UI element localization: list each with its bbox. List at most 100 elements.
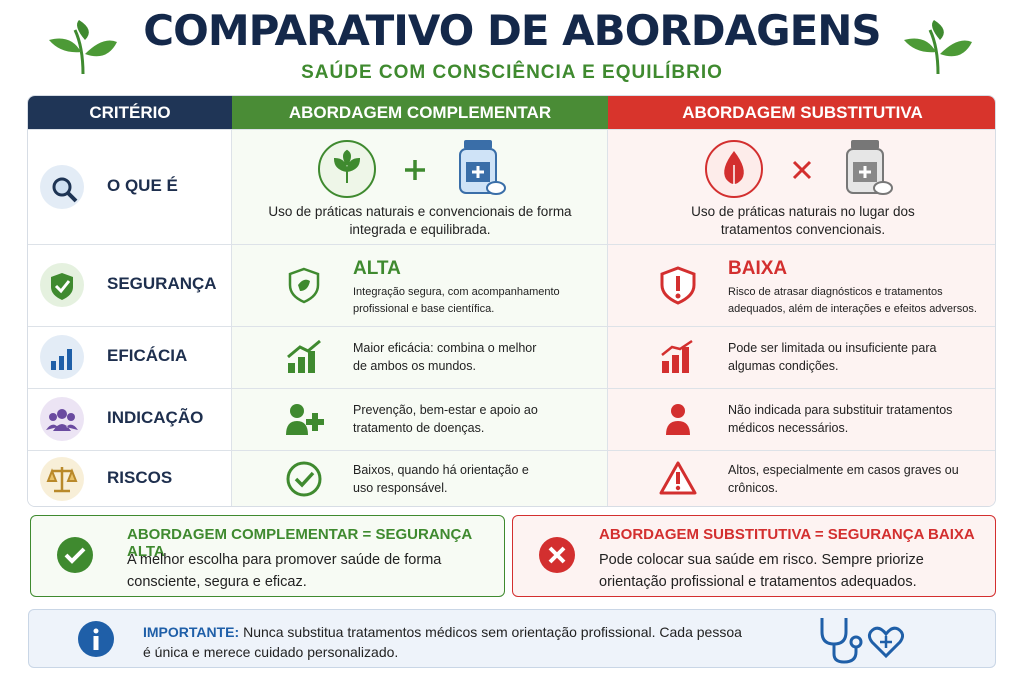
icon-shape <box>851 140 879 149</box>
comparison-table: CRITÉRIO ABORDAGEM COMPLEMENTAR ABORDAGEM … <box>27 95 996 507</box>
icon-shape <box>539 537 575 573</box>
note-box: IMPORTANTE: Nunca substitua tratamentos … <box>28 609 996 668</box>
icon-shape <box>682 347 689 373</box>
substitutiva-icon <box>658 337 700 382</box>
icon-shape <box>671 404 685 418</box>
substitutiva-icon <box>658 459 700 504</box>
criterion-icon <box>40 164 84 214</box>
icon-shape <box>873 181 893 195</box>
icon-shape <box>54 280 71 294</box>
note-text: IMPORTANTE: Nunca substitua tratamentos … <box>143 622 743 662</box>
icon-shape <box>464 140 492 149</box>
icon-shape <box>57 409 67 419</box>
substitutiva-icon <box>658 265 700 310</box>
icon-shape <box>46 468 78 482</box>
complementar-icon <box>284 337 326 382</box>
icon-shape <box>459 140 506 195</box>
icon-shape <box>318 140 376 198</box>
complementar-cell <box>232 129 608 244</box>
icon-shape <box>40 397 84 441</box>
complementar-icon <box>284 265 326 310</box>
icon-shape <box>73 29 85 75</box>
icon-shape <box>288 267 320 304</box>
icon-shape <box>666 421 690 435</box>
criterion-icon <box>40 263 84 312</box>
icon-shape <box>675 293 681 299</box>
complementar-text: Maior eficácia: combina o melhor de ambo… <box>353 341 537 373</box>
icon-shape <box>287 339 321 373</box>
criterion-icon <box>40 335 84 384</box>
icon-shape <box>40 263 84 307</box>
complementar-level: ALTA <box>353 258 401 279</box>
substitutiva-level: BAIXA <box>728 258 788 279</box>
icon-shape <box>705 140 763 198</box>
plus-icon <box>404 159 426 186</box>
complementar-icon <box>284 399 326 444</box>
complementar-text: Prevenção, bem-estar e apoio ao tratamen… <box>353 403 538 435</box>
medicine-icon <box>456 138 506 203</box>
complementar-text: Integração segura, com acompanhamento pr… <box>353 286 560 315</box>
icon-shape <box>67 413 75 421</box>
substitutiva-icon <box>658 399 700 444</box>
criterion-label: INDICAÇÃO <box>107 408 204 427</box>
subtitle: SAÚDE COM CONSCIÊNCIA E EQUILÍBRIO <box>301 62 723 83</box>
icon-shape <box>51 273 73 300</box>
icon-shape <box>928 29 940 75</box>
substitutiva-text: Altos, especialmente em casos graves ou … <box>728 463 959 495</box>
icon-shape <box>85 40 117 57</box>
icon-shape <box>308 351 315 373</box>
icon-shape <box>405 160 425 180</box>
summary-icon <box>55 535 95 580</box>
times-icon <box>792 160 812 185</box>
icon-shape <box>77 20 89 40</box>
complementar-text: Baixos, quando há orientação e uso respo… <box>353 463 529 495</box>
icon-shape <box>940 40 972 57</box>
icon-shape <box>66 191 78 202</box>
icon-shape <box>832 644 858 664</box>
icon-shape <box>46 424 78 431</box>
column-header: ABORDAGEM COMPLEMENTAR <box>232 96 608 129</box>
icon-shape <box>298 357 305 373</box>
icon-shape <box>548 546 566 564</box>
icon-shape <box>792 160 812 180</box>
criterion-label: O QUE É <box>107 175 178 195</box>
leaves-left <box>49 20 117 75</box>
complementar-cell <box>232 326 608 388</box>
summary-box: ABORDAGEM SUBSTITUTIVA = SEGURANÇA BAIXA… <box>512 515 996 597</box>
note-body: Nunca substitua tratamentos médicos sem … <box>143 624 742 660</box>
complementar-cell <box>232 388 608 450</box>
icon-shape <box>661 339 693 356</box>
icon-shape <box>286 404 324 435</box>
icon-shape <box>820 618 848 646</box>
icon-shape <box>286 421 308 435</box>
icon-shape <box>51 361 56 370</box>
icon-shape <box>52 177 72 196</box>
icon-shape <box>40 335 84 379</box>
icon-shape <box>288 267 320 304</box>
icon-shape <box>666 404 690 435</box>
icon-shape <box>306 413 324 431</box>
icon-shape <box>40 457 84 501</box>
criterion-label: RISCOS <box>107 468 173 487</box>
medicine-icon-gray <box>843 138 893 203</box>
icon-shape <box>792 160 812 180</box>
icon-shape <box>904 38 936 53</box>
complementar-icon <box>284 459 326 504</box>
icon-shape <box>49 413 57 421</box>
complementar-cell <box>232 450 608 506</box>
icon-shape <box>405 160 425 180</box>
icon-shape <box>880 636 892 648</box>
icon-shape <box>49 38 81 53</box>
criterion-icon <box>40 397 84 446</box>
info-icon <box>78 621 114 657</box>
icon-shape <box>290 404 304 418</box>
summary-icon <box>537 535 577 580</box>
substitutiva-text: Risco de atrasar diagnósticos e tratamen… <box>728 286 977 315</box>
drop-icon <box>704 139 764 204</box>
complementar-text: Uso de práticas naturais e convencionais… <box>268 204 572 237</box>
leaves-right <box>904 20 972 75</box>
criterion-icon <box>40 457 84 506</box>
summary-box: ABORDAGEM COMPLEMENTAR = SEGURANÇA ALTA A… <box>30 515 505 597</box>
